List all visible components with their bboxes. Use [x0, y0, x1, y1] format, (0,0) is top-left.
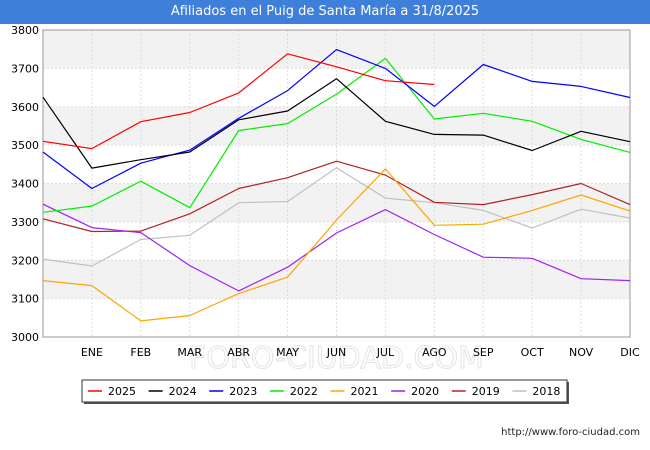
x-tick-label: OCT — [521, 346, 544, 359]
y-tick-label: 3800 — [11, 24, 39, 37]
x-tick-label: MAY — [276, 346, 299, 359]
legend-label-2018: 2018 — [532, 385, 560, 398]
x-tick-label: FEB — [130, 346, 151, 359]
series-line-2020 — [42, 203, 631, 292]
plot-border — [42, 29, 631, 338]
series-line-2018 — [42, 167, 631, 267]
x-tick-label: NOV — [569, 346, 594, 359]
watermark-text: FORO-CIUDAD.COM — [189, 341, 484, 376]
series-line-2023 — [42, 48, 631, 190]
x-tick-label: JUN — [326, 346, 347, 359]
y-tick-label: 3200 — [11, 254, 39, 267]
x-tick-label: JUL — [376, 346, 395, 359]
legend-label-2021: 2021 — [351, 385, 379, 398]
series-line-2021 — [42, 168, 631, 322]
legend-label-2020: 2020 — [411, 385, 439, 398]
x-tick-label: SEP — [473, 346, 494, 359]
y-tick-label: 3300 — [11, 216, 39, 229]
chart-title: Afiliados en el Puig de Santa María a 31… — [0, 0, 650, 24]
x-tick-label: ABR — [227, 346, 250, 359]
y-tick-label: 3100 — [11, 293, 39, 306]
legend-label-2025: 2025 — [108, 385, 136, 398]
series-line-2019 — [42, 160, 631, 233]
x-tick-label: ENE — [81, 346, 103, 359]
y-tick-label: 3700 — [11, 62, 39, 75]
series-line-2025 — [42, 53, 435, 150]
y-tick-label: 3600 — [11, 101, 39, 114]
y-tick-label: 3000 — [11, 331, 39, 344]
series-line-2022 — [42, 57, 631, 213]
legend-label-2024: 2024 — [169, 385, 197, 398]
series-line-2024 — [42, 78, 631, 169]
legend-label-2022: 2022 — [290, 385, 318, 398]
y-tick-label: 3400 — [11, 178, 39, 191]
footer-url[interactable]: http://www.foro-ciudad.com — [501, 427, 640, 438]
x-tick-label: AGO — [422, 346, 447, 359]
x-tick-label: DIC — [620, 346, 640, 359]
legend-label-2019: 2019 — [472, 385, 500, 398]
x-tick-label: MAR — [177, 346, 202, 359]
legend-label-2023: 2023 — [229, 385, 257, 398]
legend-box — [81, 379, 568, 403]
y-tick-label: 3500 — [11, 139, 39, 152]
